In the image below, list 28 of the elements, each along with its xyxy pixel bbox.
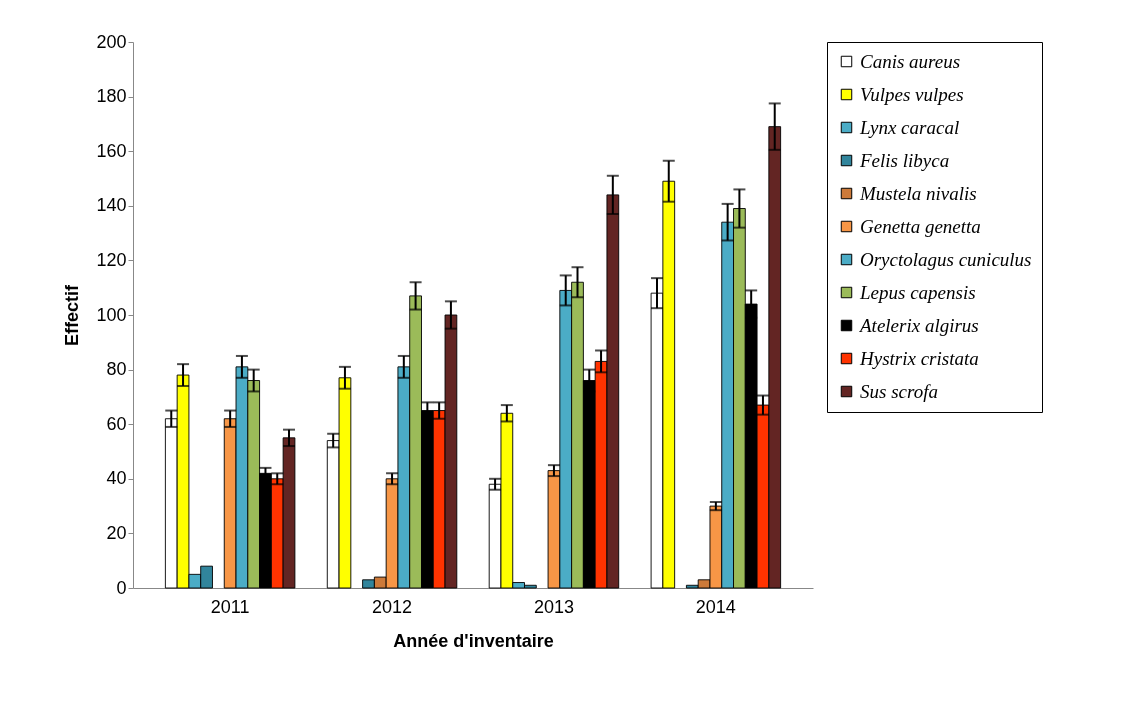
legend-label: Lynx caracal (859, 116, 960, 138)
legend-label: Felis libyca (859, 149, 950, 171)
y-tick-label: 120 (96, 249, 127, 270)
y-tick-label: 140 (96, 195, 127, 216)
y-tick-label: 80 (106, 359, 127, 380)
y-tick-label: 100 (96, 304, 127, 325)
legend-label: Lepus capensis (859, 281, 976, 303)
x-tick-label: 2011 (210, 596, 250, 617)
x-axis-title: Année d'inventaire (393, 630, 554, 651)
legend-label: Genetta genetta (860, 215, 981, 237)
legend-label: Atelerix algirus (858, 314, 979, 336)
legend-label: Sus scrofa (860, 380, 938, 402)
legend-label: Canis aureus (860, 50, 961, 72)
x-tick-label: 2012 (372, 596, 413, 617)
y-tick-label: 0 (116, 577, 127, 598)
y-tick-label: 60 (106, 413, 127, 434)
legend-label: Vulpes vulpes (860, 83, 964, 105)
legend-label: Hystrix cristata (859, 347, 979, 369)
y-tick-label: 180 (96, 86, 127, 107)
x-tick-label: 2014 (695, 596, 736, 617)
y-tick-label: 200 (96, 31, 127, 52)
legend-label: Oryctolagus cuniculus (860, 248, 1032, 270)
y-tick-label: 40 (106, 468, 127, 489)
y-tick-label: 20 (106, 522, 127, 543)
legend-label: Mustela nivalis (859, 182, 977, 204)
x-tick-label: 2013 (533, 596, 574, 617)
y-tick-label: 160 (96, 140, 127, 161)
y-axis-title: Effectif (62, 284, 83, 347)
